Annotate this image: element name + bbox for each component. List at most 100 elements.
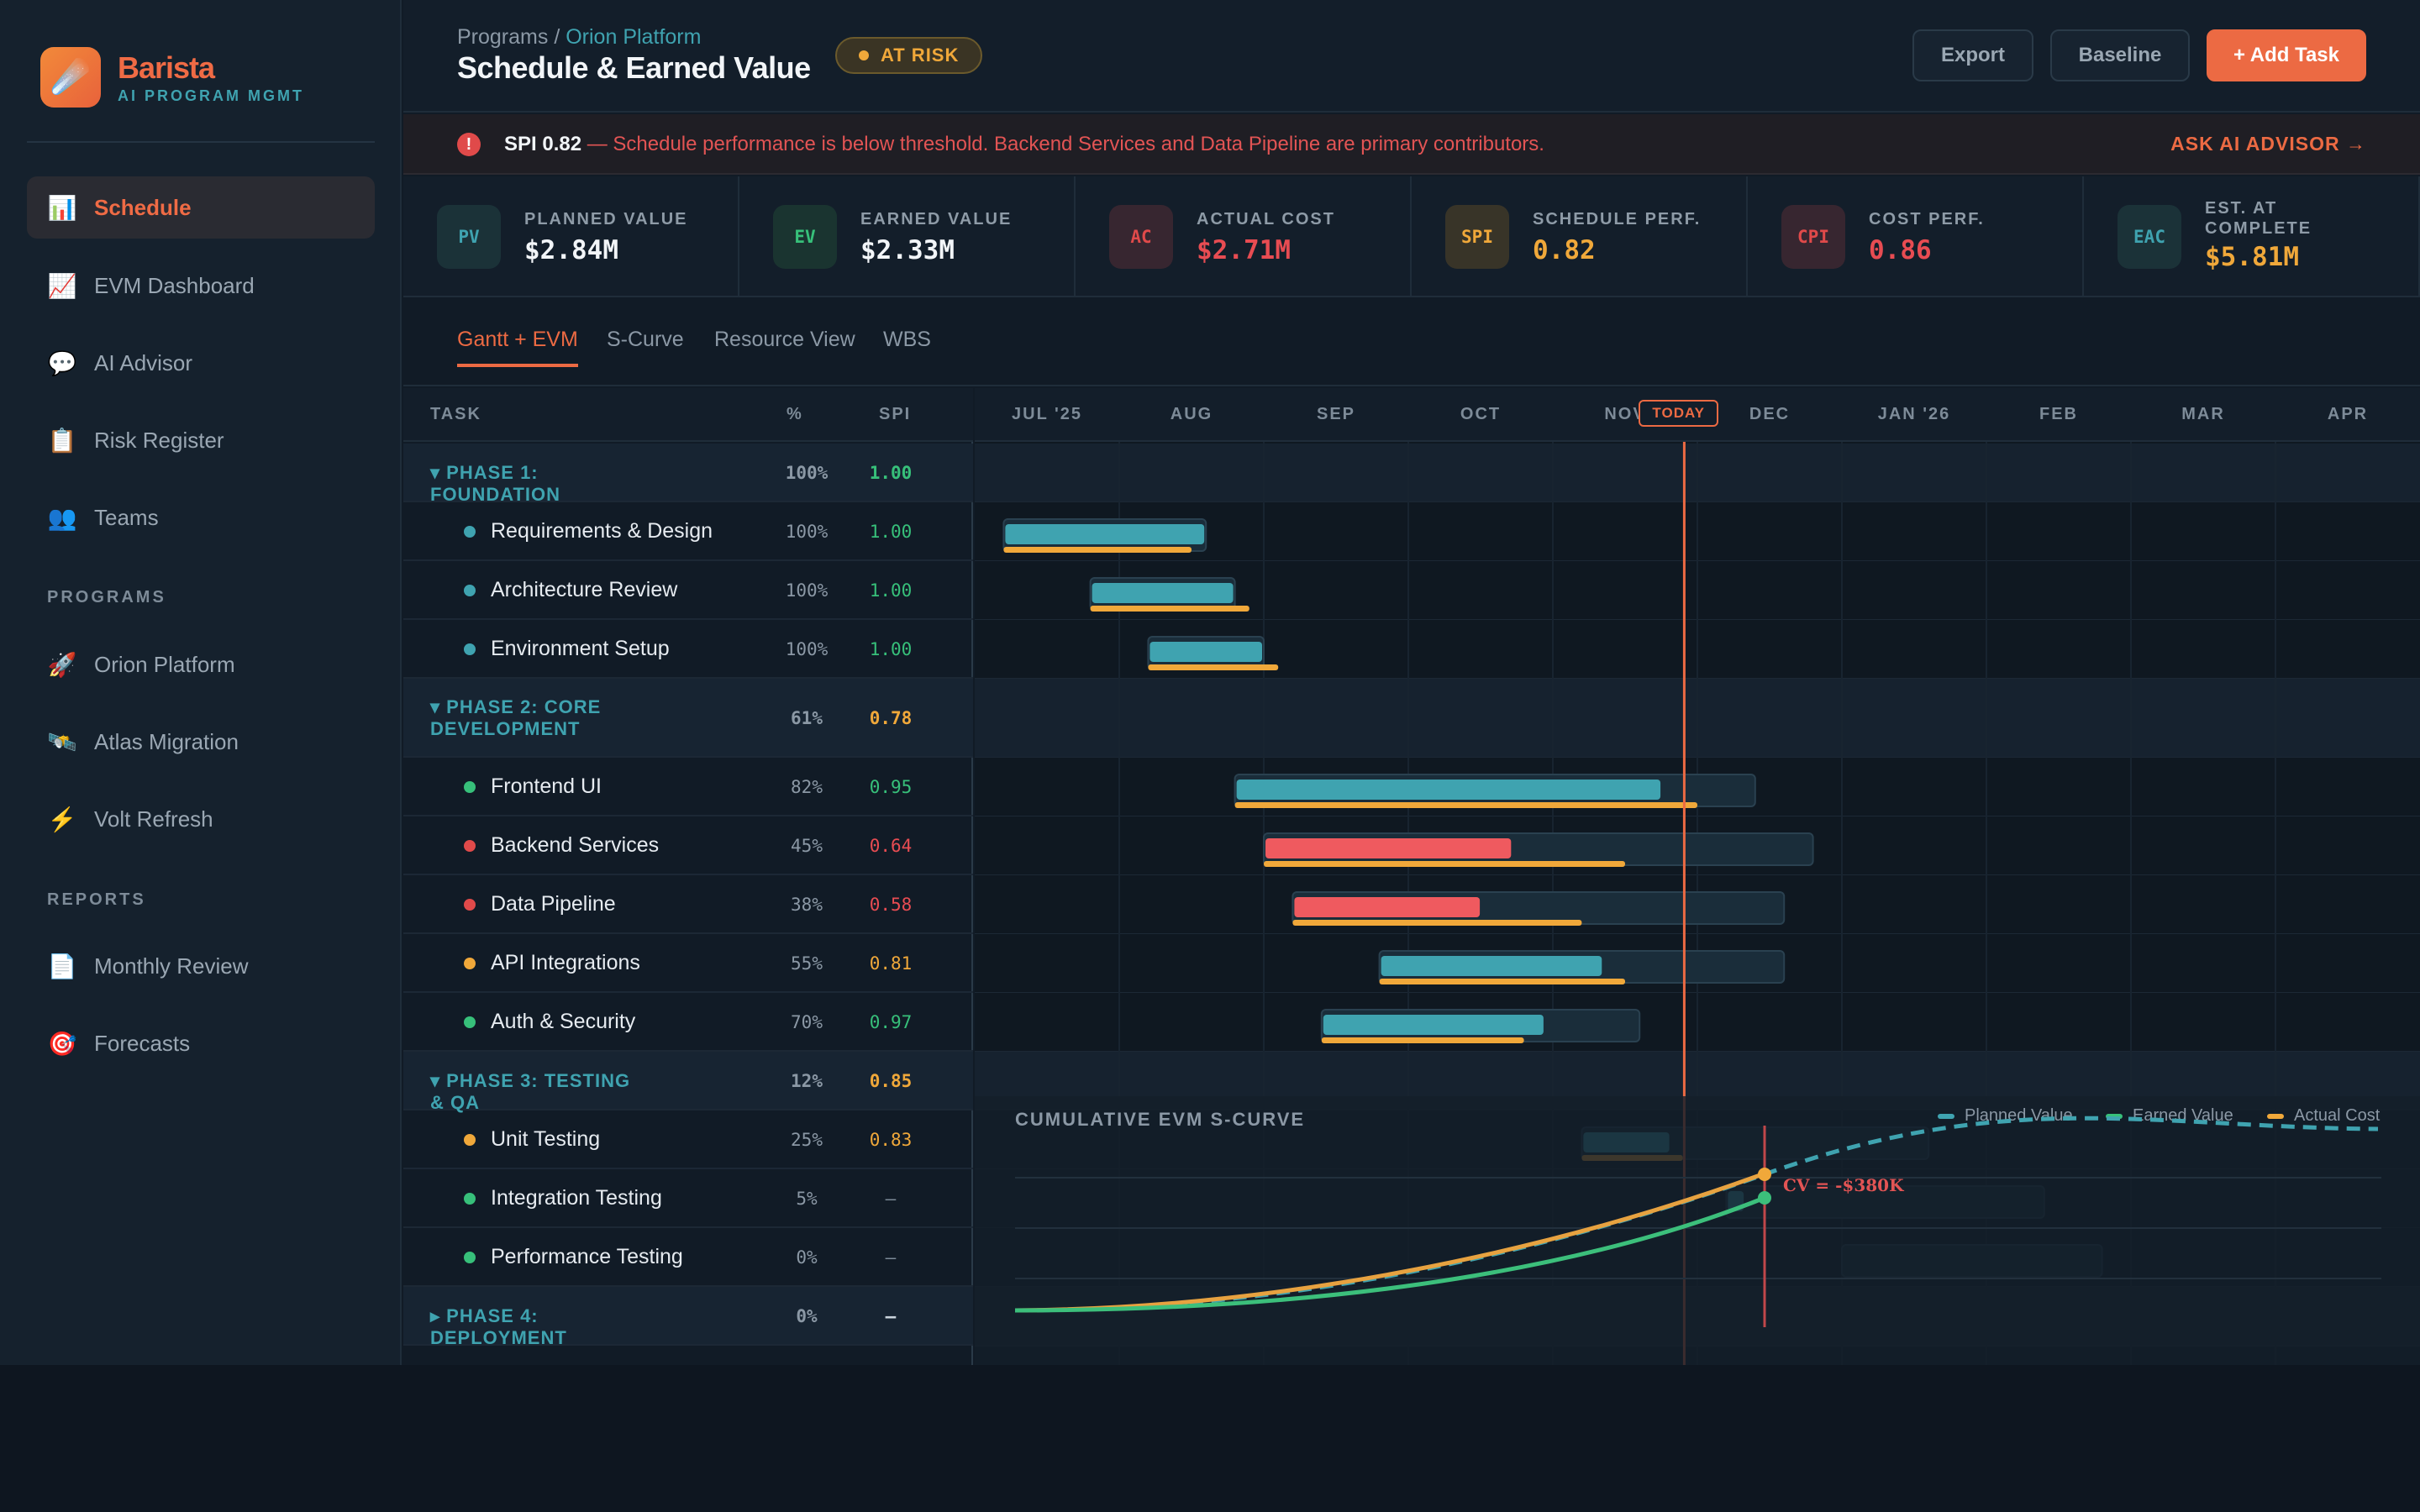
kpi-card-cpi[interactable]: CPI COST PERF. 0.86 xyxy=(1748,176,2084,297)
kpi-value: $5.81M xyxy=(2205,242,2299,272)
sidebar-item-atlas-migration[interactable]: 🛰️ Atlas Migration xyxy=(27,711,375,773)
sidebar-item-risk-register[interactable]: 📋 Risk Register xyxy=(27,409,375,471)
phase-row[interactable]: ▾ PHASE 1: FOUNDATION 100% 1.00 xyxy=(403,444,973,505)
actual-cost-bar xyxy=(1148,664,1279,670)
table-row[interactable]: Performance Testing 0% – xyxy=(403,1228,973,1287)
kpi-chip-icon: EV xyxy=(773,205,837,269)
sidebar-item-label: Forecasts xyxy=(94,1030,191,1056)
sidebar-item-evm-dashboard[interactable]: 📈 EVM Dashboard xyxy=(27,255,375,317)
breadcrumb-separator: / xyxy=(554,25,560,49)
task-percent: 0% xyxy=(796,1306,818,1326)
kpi-card-eac[interactable]: EAC EST. AT COMPLETE $5.81M xyxy=(2084,176,2420,297)
kpi-card-spi[interactable]: SPI SCHEDULE PERF. 0.82 xyxy=(1412,176,1748,297)
sidebar-item-label: Volt Refresh xyxy=(94,806,213,832)
task-spi: 1.00 xyxy=(869,463,913,483)
task-spi: 0.95 xyxy=(869,777,913,797)
progress-bar xyxy=(1005,524,1205,544)
column-header-spi[interactable]: SPI xyxy=(879,405,912,423)
status-dot-icon xyxy=(464,899,476,911)
phase-row[interactable]: ▾ PHASE 2: CORE DEVELOPMENT 61% 0.78 xyxy=(403,679,973,758)
status-dot-icon xyxy=(464,1252,476,1263)
breadcrumb: Programs / Orion Platform xyxy=(457,25,701,50)
sidebar-item-label: Teams xyxy=(94,504,159,530)
table-row[interactable]: Data Pipeline 38% 0.58 xyxy=(403,875,973,934)
status-dot-icon xyxy=(464,526,476,538)
actual-cost-bar xyxy=(1090,606,1249,612)
task-spi: 0.83 xyxy=(869,1130,913,1150)
table-row[interactable]: Backend Services 45% 0.64 xyxy=(403,816,973,875)
tab-wbs[interactable]: WBS xyxy=(883,328,931,351)
sidebar-item-orion-platform[interactable]: 🚀 Orion Platform xyxy=(27,633,375,696)
scurve-panel xyxy=(975,1096,2420,1365)
month-label: FEB xyxy=(2039,405,2078,423)
task-table: TASK % SPI ▾ PHASE 1: FOUNDATION 100% 1.00… xyxy=(403,388,973,1365)
kpi-label: COST PERF. xyxy=(1869,210,1985,228)
task-spi: – xyxy=(885,1189,897,1209)
sidebar-item-label: AI Advisor xyxy=(94,349,193,375)
task-name: Unit Testing xyxy=(491,1127,601,1151)
progress-bar xyxy=(1294,897,1481,917)
table-row[interactable]: Environment Setup 100% 1.00 xyxy=(403,620,973,679)
kpi-label: PLANNED VALUE xyxy=(524,210,688,228)
sidebar-item-ai-advisor[interactable]: 💬 AI Advisor xyxy=(27,332,375,394)
kpi-card-ev[interactable]: EV EARNED VALUE $2.33M xyxy=(739,176,1076,297)
task-table-header: TASK % SPI xyxy=(403,388,973,442)
legend-swatch xyxy=(1938,1114,1954,1119)
actual-cost-line xyxy=(1014,1171,1765,1313)
kpi-label: SCHEDULE PERF. xyxy=(1533,210,1702,228)
actual-cost-bar xyxy=(1003,547,1192,553)
task-spi: 0.85 xyxy=(869,1071,913,1091)
phase-row[interactable]: ▸ PHASE 4: DEPLOYMENT 0% – xyxy=(403,1287,973,1348)
section-title-reports: REPORTS xyxy=(47,890,146,909)
month-label: AUG xyxy=(1170,405,1213,423)
tab-gantt-evm[interactable]: Gantt + EVM xyxy=(457,328,578,367)
progress-bar xyxy=(1236,780,1661,800)
task-spi: 0.64 xyxy=(869,836,913,856)
sidebar-item-forecasts[interactable]: 🎯 Forecasts xyxy=(27,1012,375,1074)
task-spi: – xyxy=(885,1247,897,1268)
sidebar-item-label: Atlas Migration xyxy=(94,728,239,754)
breadcrumb-root[interactable]: Programs xyxy=(457,25,549,49)
month-label: APR xyxy=(2327,405,2369,423)
column-header-percent[interactable]: % xyxy=(786,405,803,423)
sidebar-item-monthly-review[interactable]: 📄 Monthly Review xyxy=(27,935,375,997)
add-task-button[interactable]: + Add Task xyxy=(2207,29,2366,81)
task-percent: 25% xyxy=(791,1130,823,1150)
breadcrumb-current[interactable]: Orion Platform xyxy=(566,25,702,49)
phase-row[interactable]: ▾ PHASE 3: TESTING & QA 12% 0.85 xyxy=(403,1052,973,1113)
status-badge: AT RISK xyxy=(835,37,983,74)
month-label: NOV xyxy=(1604,405,1646,423)
tab-s-curve[interactable]: S-Curve xyxy=(607,328,684,351)
status-dot-icon xyxy=(464,643,476,655)
logo-icon[interactable]: ☄️ xyxy=(40,47,101,108)
sidebar-item-label: Monthly Review xyxy=(94,953,249,979)
ask-ai-advisor-link[interactable]: ASK AI ADVISOR → xyxy=(2170,133,2366,155)
sidebar-item-schedule[interactable]: 📊 Schedule xyxy=(27,176,375,239)
task-percent: 0% xyxy=(796,1247,818,1268)
month-label: DEC xyxy=(1749,405,1791,423)
kpi-card-pv[interactable]: PV PLANNED VALUE $2.84M xyxy=(403,176,739,297)
kpi-card-ac[interactable]: AC ACTUAL COST $2.71M xyxy=(1076,176,1412,297)
page-title: Schedule & Earned Value xyxy=(457,50,811,85)
baseline-button[interactable]: Baseline xyxy=(2050,29,2190,81)
status-dot-icon xyxy=(464,840,476,852)
table-row[interactable]: Architecture Review 100% 1.00 xyxy=(403,561,973,620)
table-row[interactable]: Auth & Security 70% 0.97 xyxy=(403,993,973,1052)
table-row[interactable]: Unit Testing 25% 0.83 xyxy=(403,1110,973,1169)
export-button[interactable]: Export xyxy=(1912,29,2033,81)
alert-message: — Schedule performance is below threshol… xyxy=(581,133,1544,155)
table-row[interactable]: Frontend UI 82% 0.95 xyxy=(403,758,973,816)
sidebar-item-volt-refresh[interactable]: ⚡ Volt Refresh xyxy=(27,788,375,850)
table-row[interactable]: API Integrations 55% 0.81 xyxy=(403,934,973,993)
column-header-task[interactable]: TASK xyxy=(430,405,481,423)
cost-variance-annotation: CV = -$380K xyxy=(1783,1175,1904,1195)
alert-text: SPI 0.82 — Schedule performance is below… xyxy=(504,133,1544,156)
lightning-icon: ⚡ xyxy=(47,806,77,832)
table-row[interactable]: Integration Testing 5% – xyxy=(403,1169,973,1228)
sidebar-item-teams[interactable]: 👥 Teams xyxy=(27,486,375,549)
comet-icon: ☄️ xyxy=(50,60,91,95)
view-tabs: Gantt + EVM S-Curve Resource View WBS xyxy=(403,299,2420,386)
table-row[interactable]: Requirements & Design 100% 1.00 xyxy=(403,502,973,561)
tab-resource-view[interactable]: Resource View xyxy=(714,328,855,351)
task-percent: 82% xyxy=(791,777,823,797)
